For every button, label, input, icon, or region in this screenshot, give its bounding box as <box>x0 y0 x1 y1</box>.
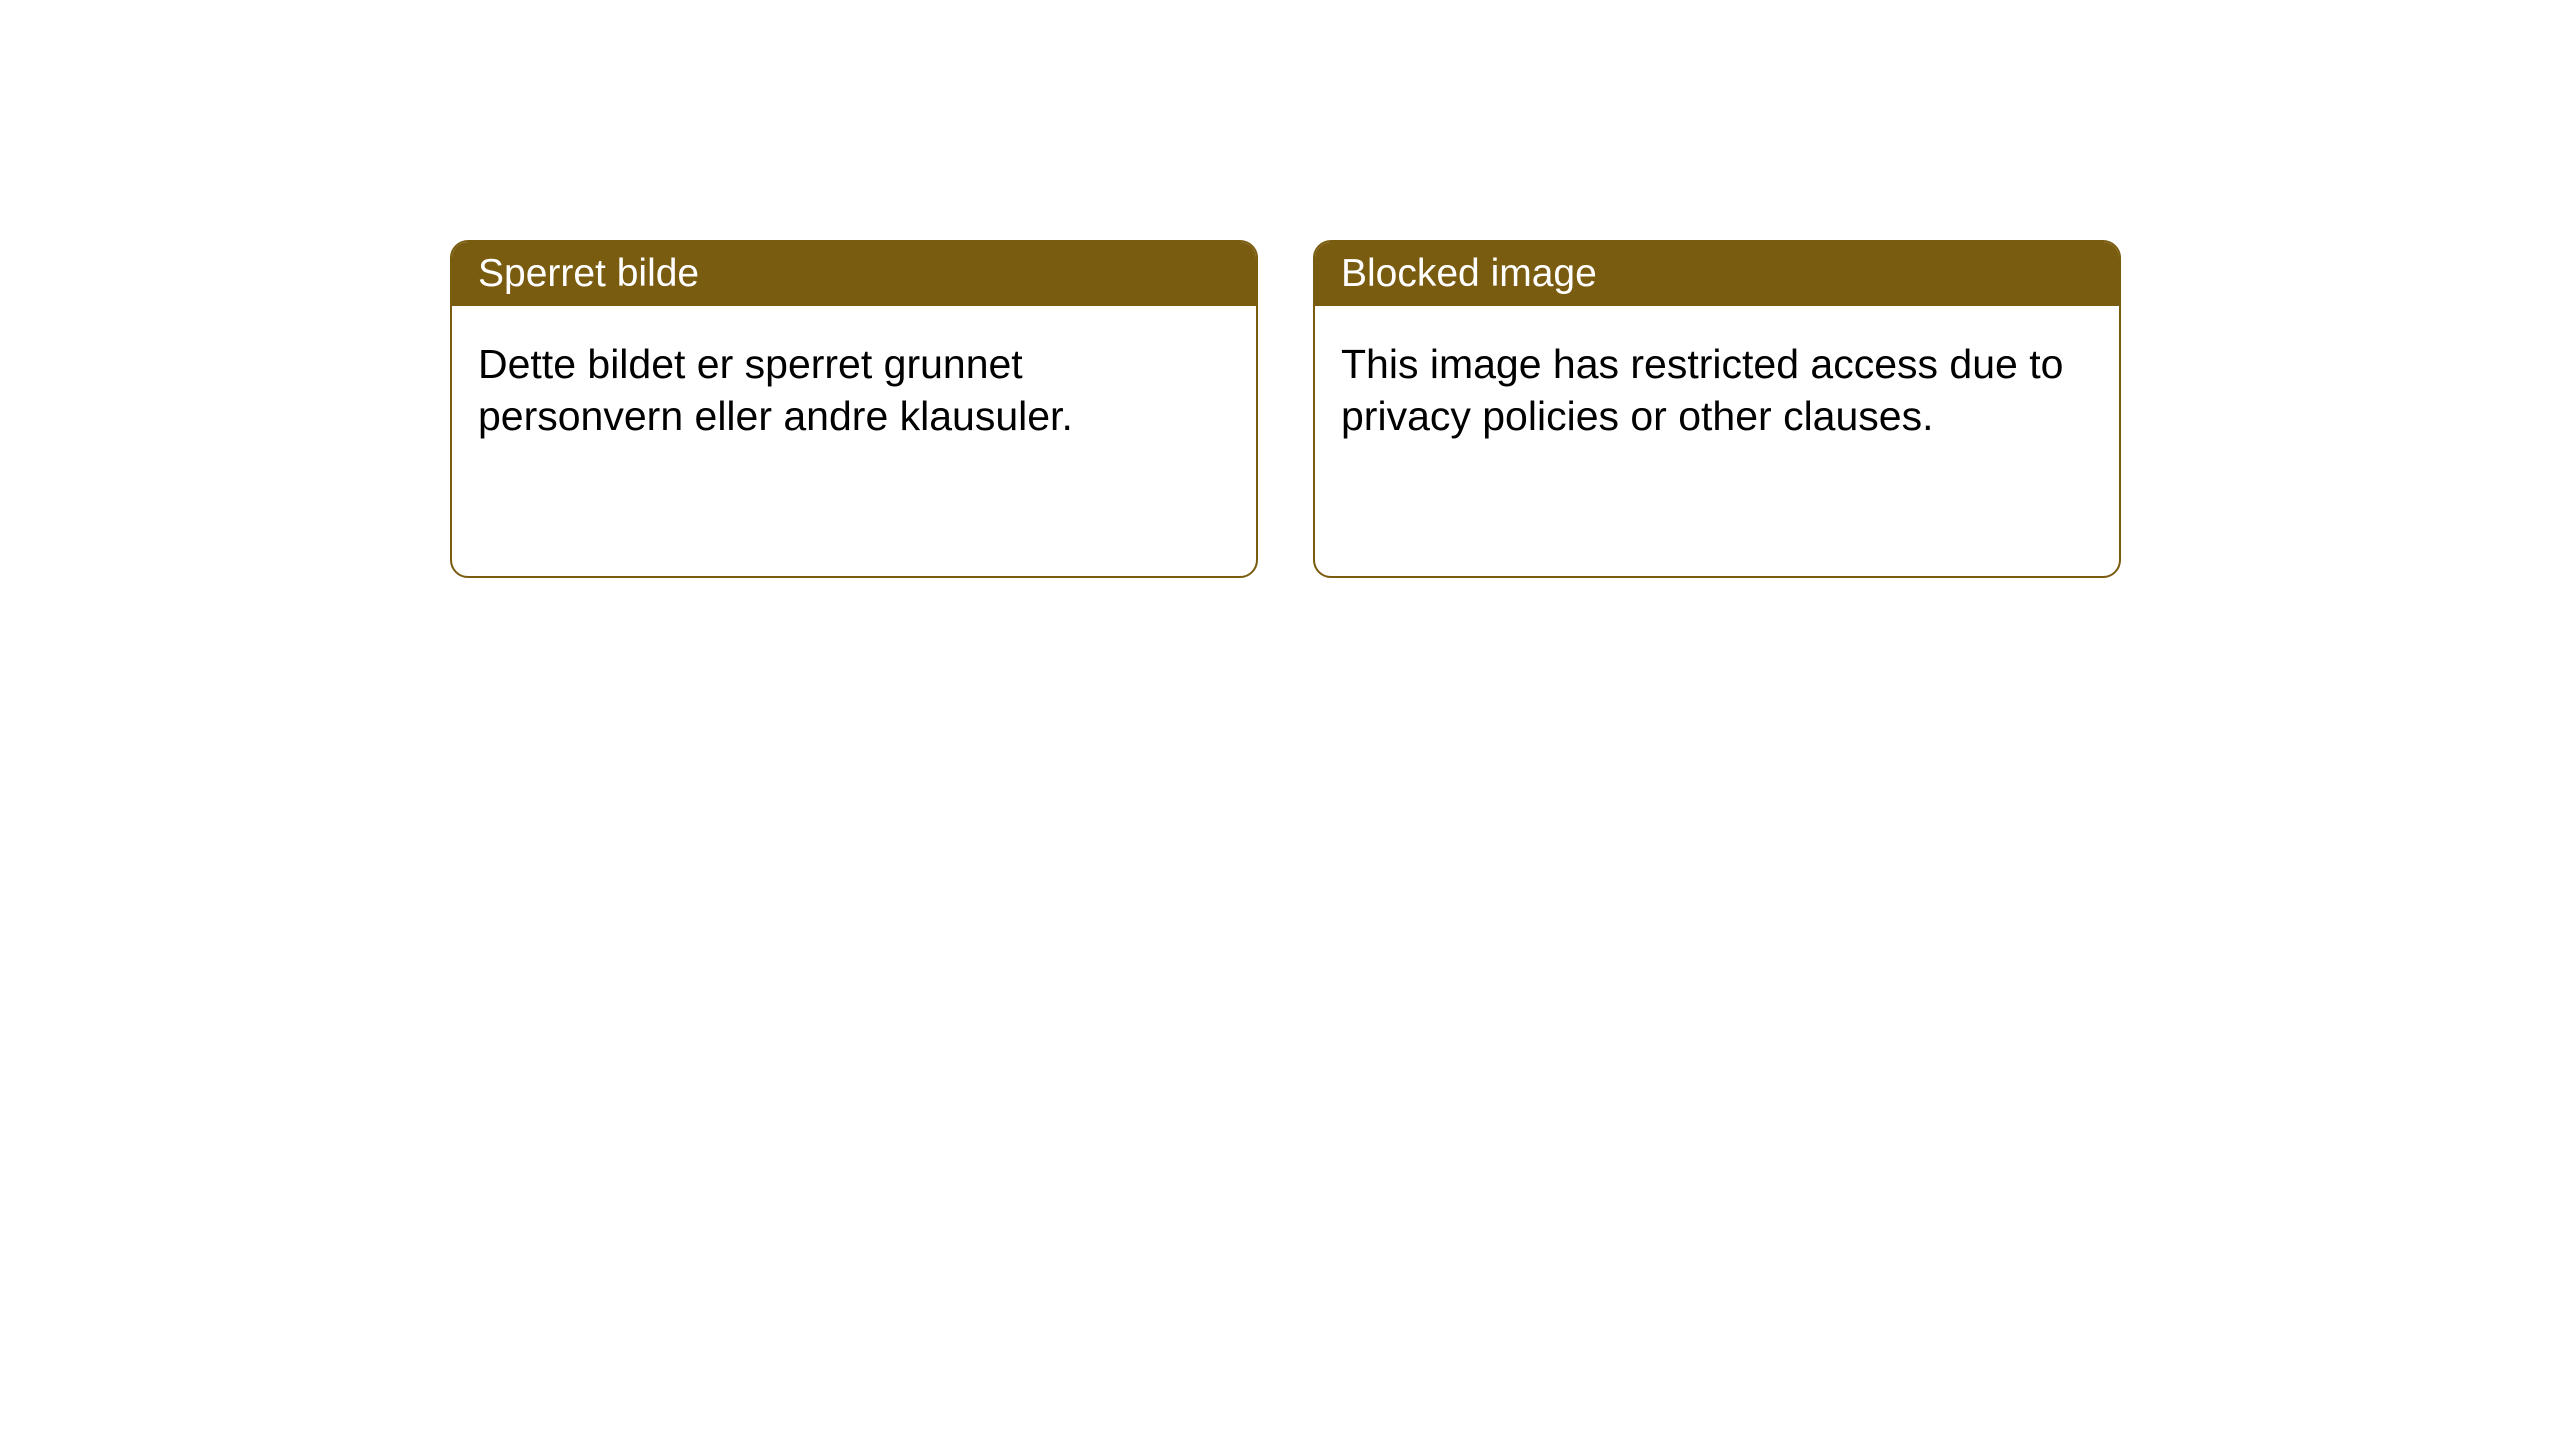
notice-container: Sperret bilde Dette bildet er sperret gr… <box>450 240 2121 578</box>
card-body: This image has restricted access due to … <box>1315 306 2119 576</box>
notice-card-norwegian: Sperret bilde Dette bildet er sperret gr… <box>450 240 1258 578</box>
card-header: Sperret bilde <box>452 242 1256 306</box>
card-body: Dette bildet er sperret grunnet personve… <box>452 306 1256 576</box>
card-body-text: This image has restricted access due to … <box>1341 341 2063 439</box>
notice-card-english: Blocked image This image has restricted … <box>1313 240 2121 578</box>
card-title: Sperret bilde <box>478 252 699 295</box>
card-body-text: Dette bildet er sperret grunnet personve… <box>478 341 1073 439</box>
card-header: Blocked image <box>1315 242 2119 306</box>
card-title: Blocked image <box>1341 252 1597 295</box>
